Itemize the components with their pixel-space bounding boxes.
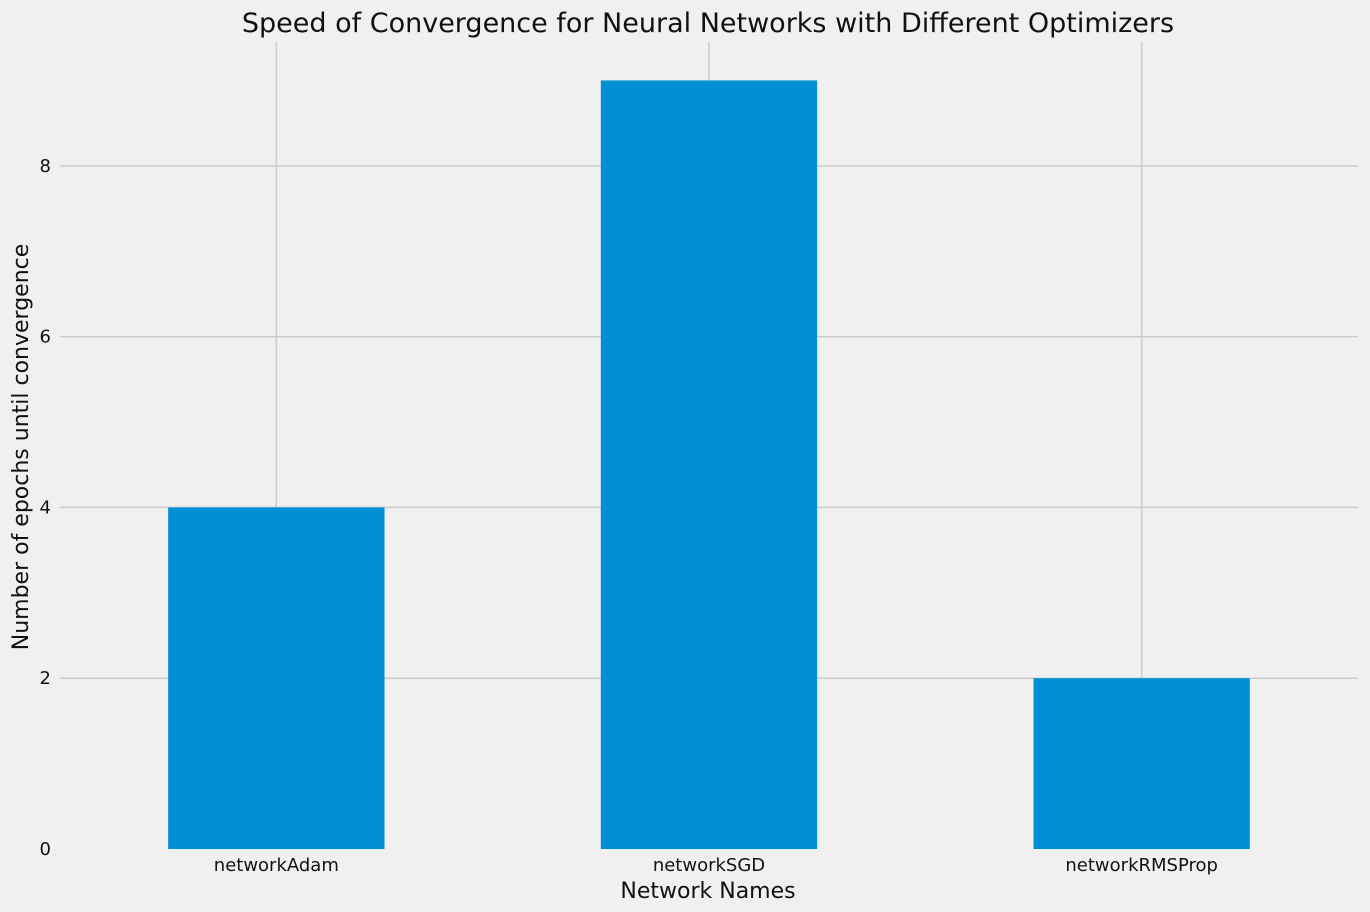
x-tick-label: networkSGD [653,855,765,876]
y-tick-label: 0 [40,839,51,860]
chart-title: Speed of Convergence for Neural Networks… [242,8,1174,39]
bar [168,507,385,849]
bars [168,80,1250,849]
y-tick-label: 8 [40,156,51,177]
y-axis-label: Number of epochs until convergence [9,244,34,651]
y-tick-label: 4 [40,497,51,518]
x-axis-label: Network Names [620,879,795,904]
y-tick-label: 2 [40,668,51,689]
x-tick-label: networkRMSProp [1065,855,1218,876]
ticks: 0 2 4 6 8 networkAdam networkSGD networkRMSProp [40,156,1218,876]
bar [600,80,818,849]
x-tick-label: networkAdam [214,855,339,876]
y-tick-label: 6 [40,327,51,348]
bar [1033,678,1250,849]
